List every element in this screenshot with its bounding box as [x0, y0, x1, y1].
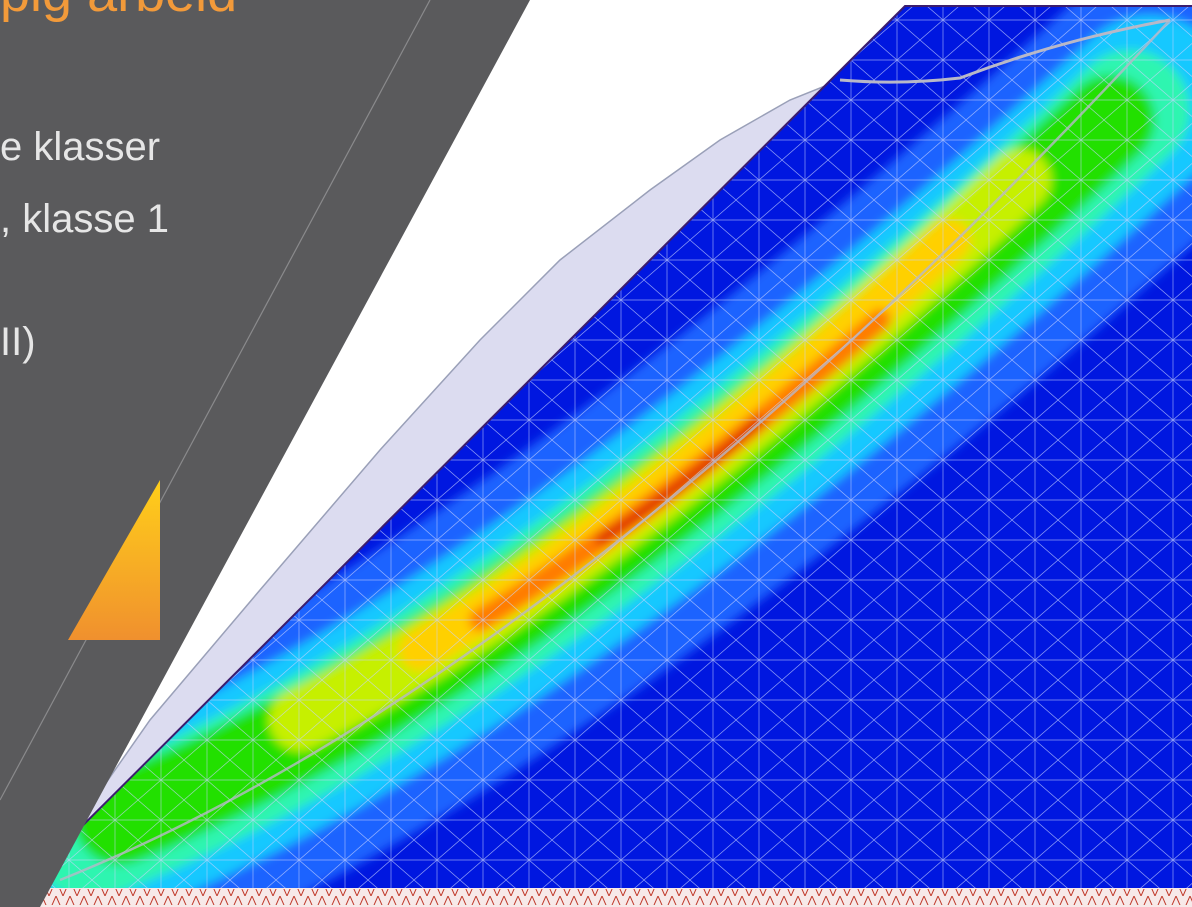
slope-face-edge	[19, 5, 1192, 889]
bullet-text-3: II)	[0, 320, 36, 364]
bullet-text-2: , klasse 1	[0, 197, 169, 241]
slide-title: pig arbeid	[0, 0, 237, 24]
text-panel	[0, 0, 530, 907]
panel-diagonal-line	[0, 0, 431, 801]
bullet-text-1: e klasser	[0, 125, 161, 169]
accent-triangle	[68, 480, 160, 640]
